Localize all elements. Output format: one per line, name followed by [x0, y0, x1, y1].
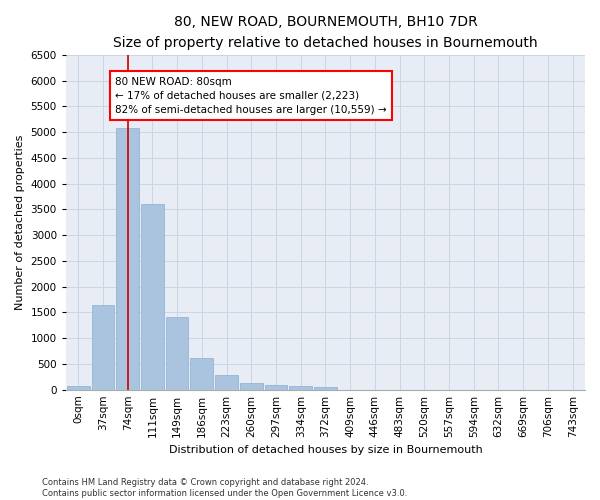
Y-axis label: Number of detached properties: Number of detached properties [15, 134, 25, 310]
Bar [92, 304, 114, 390]
Bar [289, 386, 312, 390]
Bar [240, 383, 263, 390]
X-axis label: Distribution of detached houses by size in Bournemouth: Distribution of detached houses by size … [169, 445, 482, 455]
Bar [265, 385, 287, 390]
Text: Contains HM Land Registry data © Crown copyright and database right 2024.
Contai: Contains HM Land Registry data © Crown c… [42, 478, 407, 498]
Bar [166, 316, 188, 390]
Bar [116, 128, 139, 390]
Bar [314, 387, 337, 390]
Bar [215, 374, 238, 390]
Bar [67, 386, 89, 390]
Title: 80, NEW ROAD, BOURNEMOUTH, BH10 7DR
Size of property relative to detached houses: 80, NEW ROAD, BOURNEMOUTH, BH10 7DR Size… [113, 15, 538, 50]
Bar [190, 358, 213, 390]
Text: 80 NEW ROAD: 80sqm
← 17% of detached houses are smaller (2,223)
82% of semi-deta: 80 NEW ROAD: 80sqm ← 17% of detached hou… [115, 76, 387, 114]
Bar [141, 204, 164, 390]
